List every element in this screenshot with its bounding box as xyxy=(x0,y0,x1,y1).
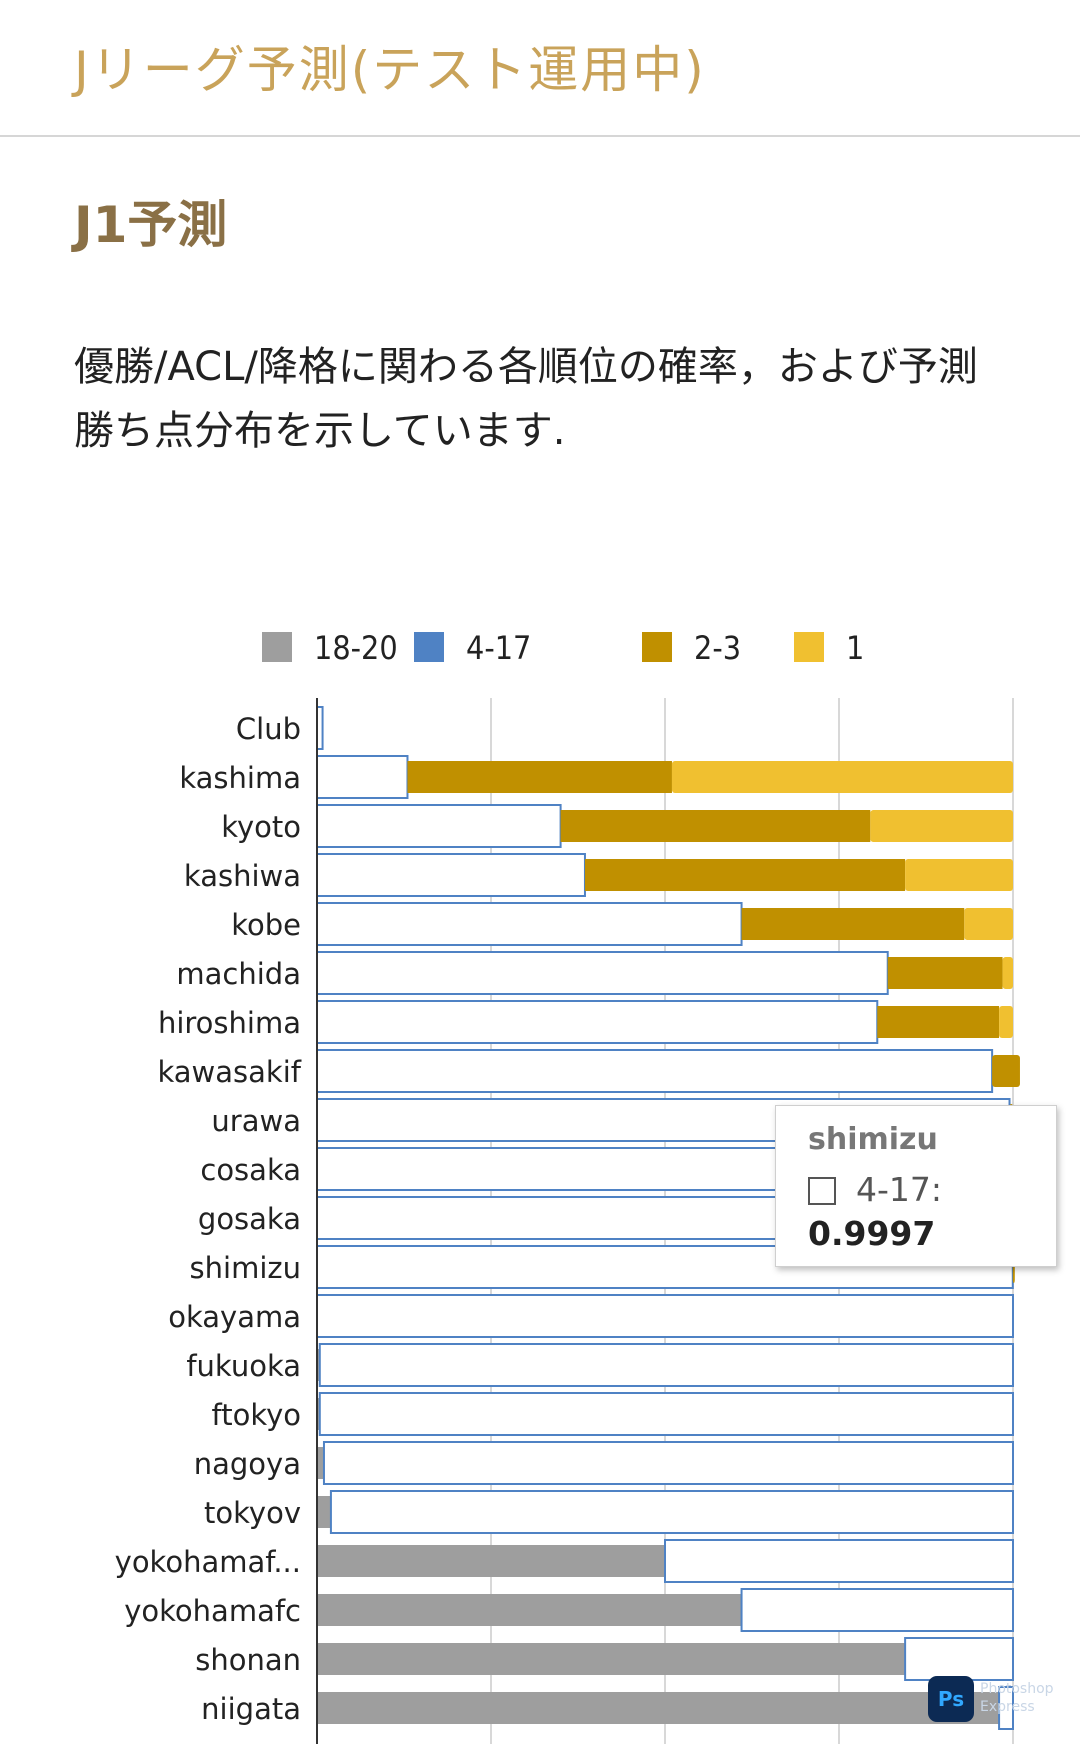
legend-swatch-0 xyxy=(262,632,292,662)
category-label: fukuoka xyxy=(186,1349,301,1383)
section-description: 優勝/ACL/降格に関わる各順位の確率，および予測勝ち点分布を示しています. xyxy=(74,344,978,454)
chart-tooltip: shimizu 4-17: 0.9997 xyxy=(775,1105,1057,1267)
bar-417-3 xyxy=(316,853,586,897)
category-label: shimizu xyxy=(190,1251,301,1285)
bar-1820-15 xyxy=(317,1447,324,1479)
bar-417-2 xyxy=(316,804,562,848)
category-label: tokyov xyxy=(204,1496,301,1530)
bar-417-5 xyxy=(316,951,889,995)
watermark-line2: Express xyxy=(980,1699,1035,1715)
bar-23-5 xyxy=(887,957,1003,989)
watermark-line1: Photoshop xyxy=(980,1681,1054,1697)
bar-23-7 xyxy=(992,1055,1020,1087)
bar-1820-17 xyxy=(317,1545,665,1577)
bar-1820-14 xyxy=(317,1398,320,1430)
site-title[interactable]: Jリーグ予測(テスト運用中) xyxy=(74,41,706,99)
site-header: Jリーグ予測(テスト運用中) xyxy=(0,0,1080,137)
category-label: machida xyxy=(176,957,301,991)
bar-1820-18 xyxy=(317,1594,742,1626)
photoshop-express-watermark: Photoshop Express xyxy=(980,1680,1054,1716)
bar-23-4 xyxy=(741,908,965,940)
bar-1-3 xyxy=(905,859,1013,891)
bar-417-6 xyxy=(316,1000,879,1044)
bar-1-6 xyxy=(999,1006,1013,1038)
category-label: cosaka xyxy=(200,1153,301,1187)
section-title: J1予測 xyxy=(74,196,228,254)
bar-417-18 xyxy=(740,1588,1014,1632)
category-label: kashiwa xyxy=(184,859,301,893)
category-label: kobe xyxy=(231,908,301,942)
bar-1-1 xyxy=(671,761,1013,793)
bar-1-5 xyxy=(1002,957,1013,989)
category-label: gosaka xyxy=(198,1202,301,1236)
tooltip-value: 0.9997 xyxy=(808,1214,936,1253)
legend-label-3: 1 xyxy=(846,629,864,667)
bar-417-7 xyxy=(316,1049,994,1093)
legend-label-1: 4-17 xyxy=(466,629,531,667)
photoshop-express-icon: Ps xyxy=(928,1676,974,1722)
bar-1-4 xyxy=(964,908,1013,940)
bar-1820-20 xyxy=(317,1692,1000,1724)
category-label: ftokyo xyxy=(212,1398,301,1432)
category-label: yokohamafc xyxy=(124,1594,301,1628)
legend-swatch-2 xyxy=(642,632,672,662)
tooltip-series: 4-17: xyxy=(856,1170,943,1209)
bar-417-19 xyxy=(904,1637,1014,1681)
tooltip-title: shimizu xyxy=(808,1122,938,1157)
category-label: shonan xyxy=(195,1643,301,1677)
bar-417-14 xyxy=(318,1392,1014,1436)
bar-23-6 xyxy=(877,1006,1000,1038)
legend-swatch-1 xyxy=(414,632,444,662)
category-label: kyoto xyxy=(221,810,301,844)
bar-1820-16 xyxy=(317,1496,331,1528)
category-label: Club xyxy=(236,712,301,746)
bar-23-1 xyxy=(407,761,672,793)
bar-417-12 xyxy=(316,1294,1014,1338)
bar-1820-19 xyxy=(317,1643,906,1675)
standings-probability-chart: 18-20 4-17 2-3 1 Club kashima kyoto kashiwa kobe… xyxy=(115,629,1020,1744)
legend-label-0: 18-20 xyxy=(314,629,398,667)
bar-417-20 xyxy=(998,1686,1015,1730)
category-label: okayama xyxy=(168,1300,301,1334)
category-label: yokohamaf... xyxy=(115,1545,301,1579)
bar-417-16 xyxy=(329,1490,1015,1534)
bar-417-15 xyxy=(322,1441,1014,1485)
bar-417-4 xyxy=(316,902,743,946)
category-label: kawasakif xyxy=(158,1055,302,1089)
bar-1820-13 xyxy=(317,1349,320,1381)
bar-417-13 xyxy=(318,1343,1014,1387)
category-label: hiroshima xyxy=(158,1006,301,1040)
bar-417-17 xyxy=(664,1539,1014,1583)
tooltip-swatch xyxy=(808,1177,836,1205)
category-label: nagoya xyxy=(194,1447,301,1481)
bar-23-3 xyxy=(584,859,906,891)
bar-23-2 xyxy=(560,810,871,842)
legend-swatch-3 xyxy=(794,632,824,662)
category-label: niigata xyxy=(201,1692,301,1726)
category-label: kashima xyxy=(179,761,301,795)
legend-label-2: 2-3 xyxy=(694,629,741,667)
bar-1-2 xyxy=(870,810,1013,842)
category-label: urawa xyxy=(211,1104,301,1138)
bar-417-1 xyxy=(316,755,409,799)
